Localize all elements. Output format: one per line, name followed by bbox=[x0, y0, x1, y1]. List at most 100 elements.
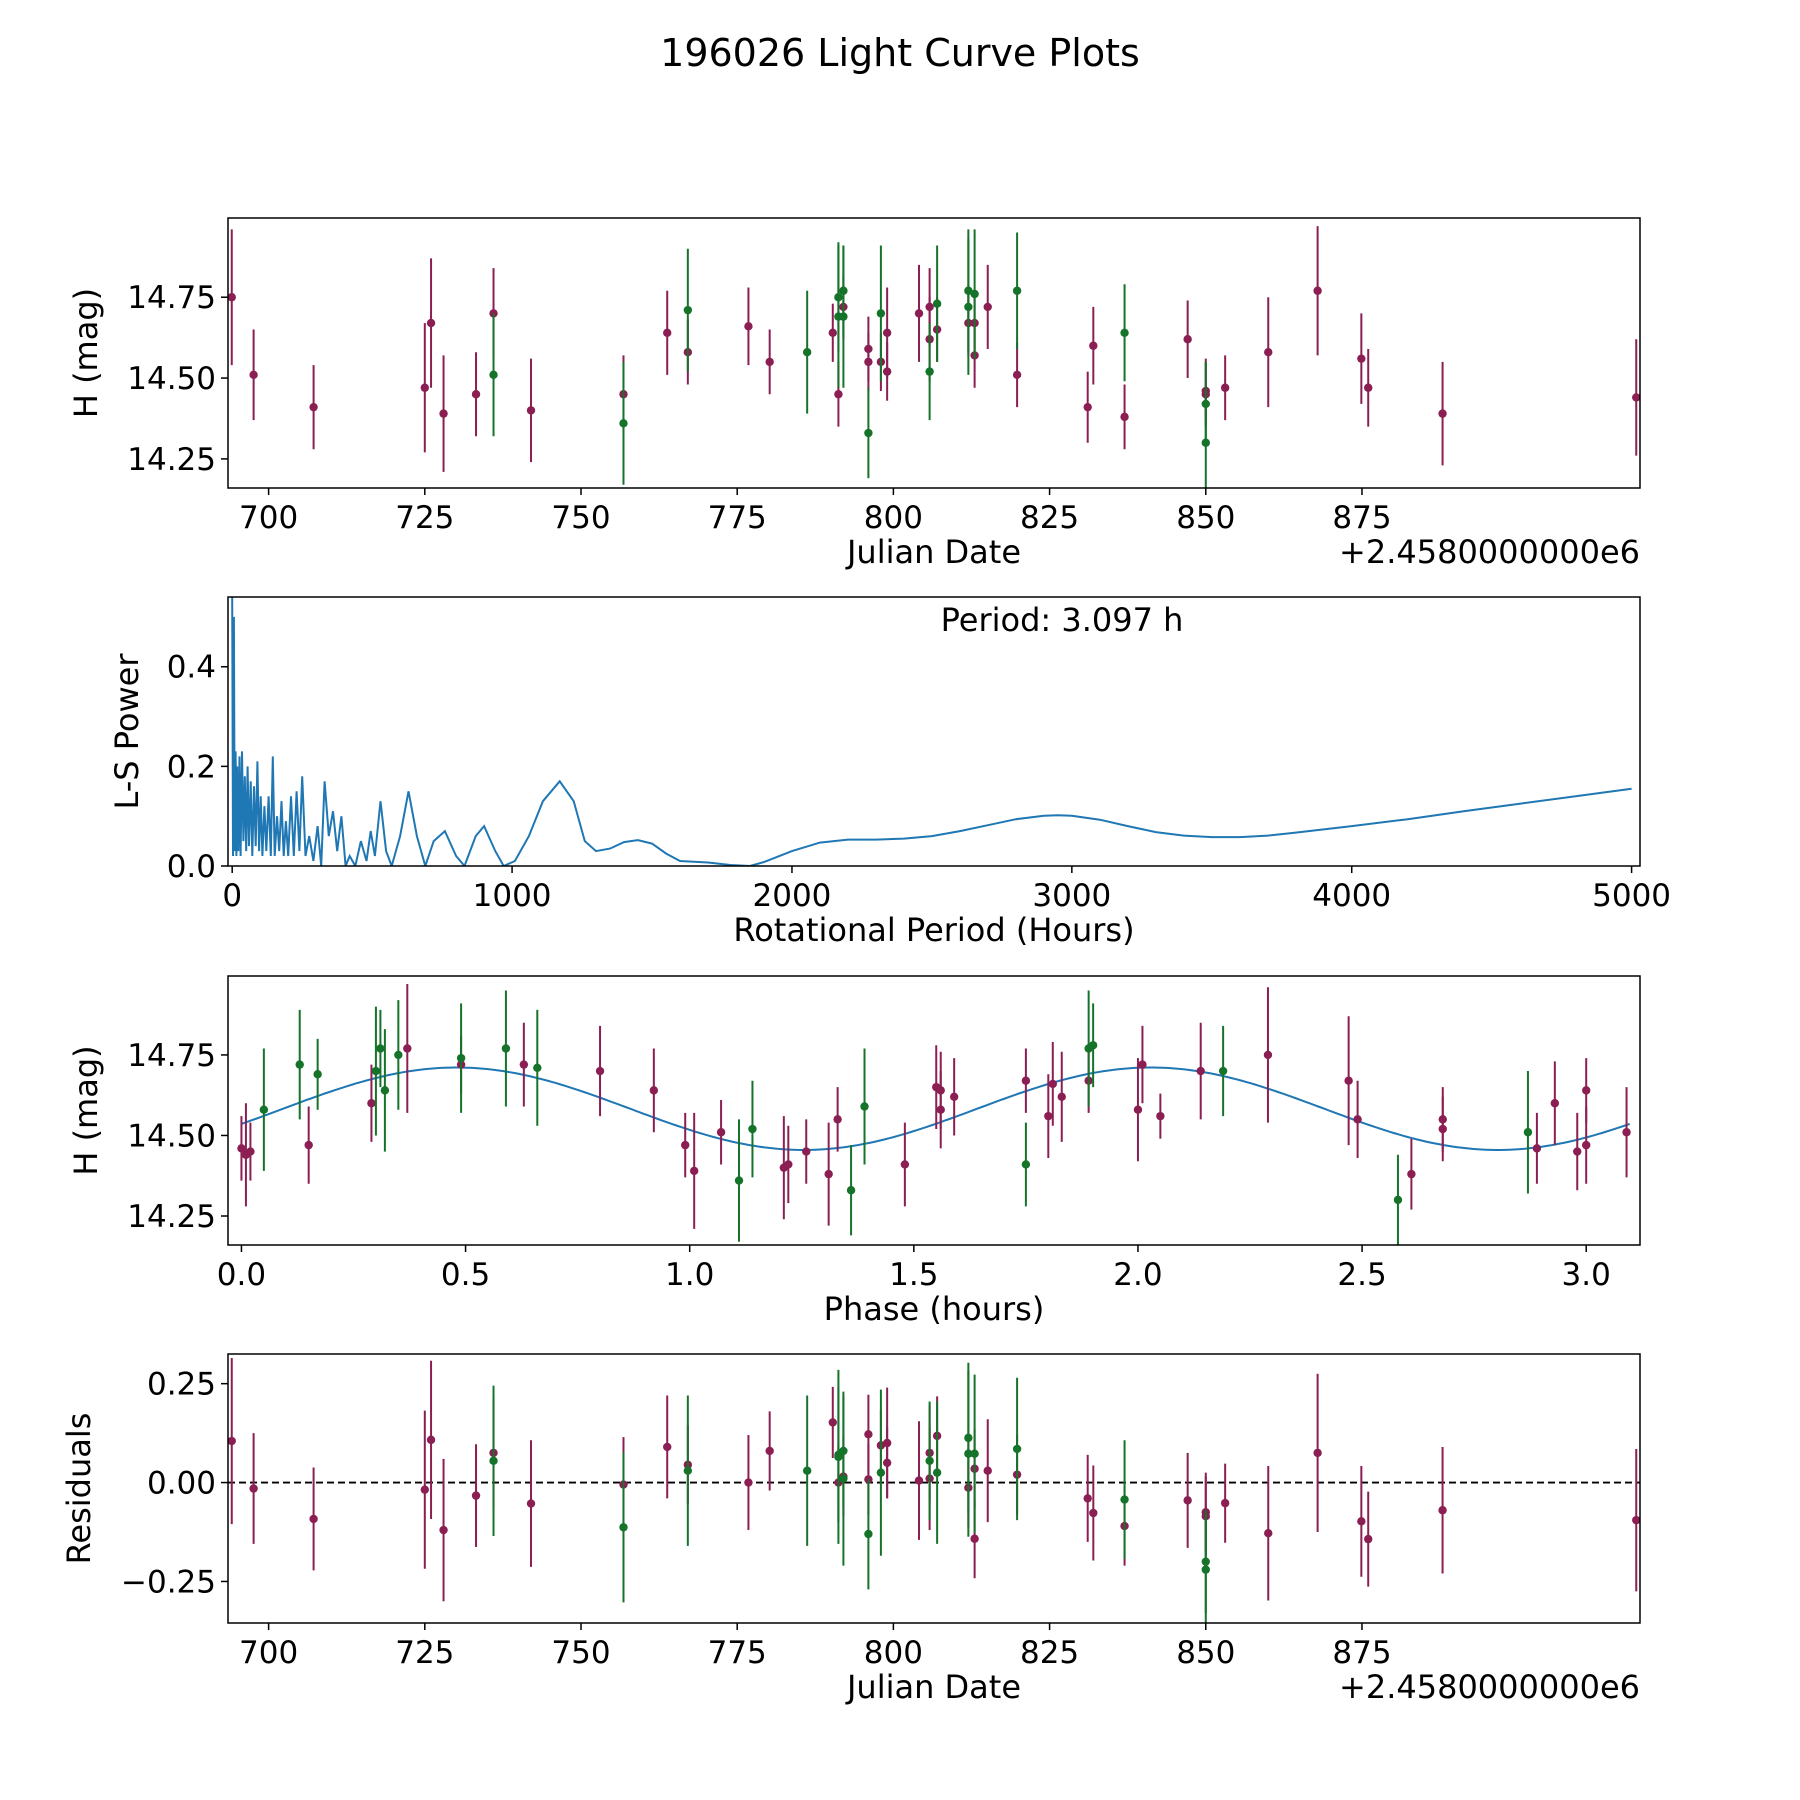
period-annotation: Period: 3.097 h bbox=[941, 601, 1184, 639]
figure-title: 196026 Light Curve Plots bbox=[660, 31, 1140, 75]
data-point bbox=[1120, 1495, 1129, 1504]
data-point bbox=[228, 1436, 236, 1446]
y-tick-label: 0.25 bbox=[147, 1367, 216, 1403]
data-point bbox=[925, 367, 934, 376]
data-point bbox=[1364, 1534, 1373, 1544]
data-point bbox=[1263, 1050, 1273, 1060]
data-point bbox=[864, 428, 873, 438]
x-offset-text: +2.4580000000e6 bbox=[1339, 1668, 1640, 1706]
x-tick-label: 825 bbox=[1020, 500, 1079, 536]
x-tick-label: 700 bbox=[239, 1635, 298, 1671]
data-point bbox=[1344, 1076, 1353, 1085]
x-tick-label: 800 bbox=[864, 1635, 923, 1671]
data-point bbox=[1021, 1160, 1031, 1169]
y-tick-label: 14.50 bbox=[127, 361, 216, 397]
x-axis-label: Julian Date bbox=[845, 533, 1021, 571]
x-tick-label: 725 bbox=[395, 1635, 454, 1671]
data-point bbox=[426, 1435, 436, 1445]
data-point bbox=[846, 1186, 856, 1195]
data-point bbox=[1313, 1448, 1322, 1458]
data-point bbox=[1088, 1041, 1098, 1050]
data-point bbox=[828, 1418, 837, 1427]
x-tick-label: 0 bbox=[222, 878, 242, 914]
data-point bbox=[689, 1166, 699, 1176]
data-point bbox=[1523, 1128, 1533, 1137]
data-point bbox=[1196, 1066, 1205, 1076]
x-tick-label: 2.5 bbox=[1337, 1257, 1386, 1293]
data-point bbox=[833, 1115, 842, 1124]
data-point bbox=[1582, 1086, 1591, 1095]
data-point bbox=[1582, 1140, 1591, 1150]
data-point bbox=[367, 1099, 376, 1108]
data-point bbox=[1089, 341, 1098, 350]
data-point bbox=[663, 1442, 672, 1452]
axes-frame bbox=[227, 975, 1641, 1246]
y-axis-label: L-S Power bbox=[108, 653, 146, 810]
plot-area bbox=[228, 226, 1640, 488]
y-tick-label: 14.75 bbox=[127, 1038, 216, 1074]
data-point bbox=[471, 1491, 481, 1500]
x-tick-label: 0.0 bbox=[217, 1257, 266, 1293]
data-point bbox=[1201, 1565, 1210, 1574]
x-tick-label: 875 bbox=[1332, 500, 1391, 536]
data-point bbox=[426, 318, 436, 328]
data-point bbox=[914, 1476, 924, 1485]
x-tick-label: 2000 bbox=[753, 878, 832, 914]
plot-area bbox=[237, 984, 1631, 1245]
x-axis-label: Phase (hours) bbox=[824, 1290, 1045, 1328]
x-offset-text: +2.4580000000e6 bbox=[1339, 533, 1640, 571]
data-point bbox=[376, 1044, 385, 1053]
data-point bbox=[964, 1449, 973, 1458]
x-tick-label: 850 bbox=[1176, 500, 1235, 536]
data-point bbox=[748, 1124, 757, 1134]
data-point bbox=[765, 357, 774, 367]
x-axis-label: Julian Date bbox=[845, 1668, 1021, 1706]
data-point bbox=[1057, 1092, 1066, 1102]
data-point bbox=[932, 1468, 942, 1477]
data-point bbox=[1364, 383, 1373, 392]
data-point bbox=[649, 1086, 659, 1095]
data-point bbox=[882, 1458, 892, 1467]
data-point bbox=[932, 299, 942, 308]
data-point bbox=[1438, 1506, 1447, 1515]
x-tick-label: 1.5 bbox=[889, 1257, 938, 1293]
data-point bbox=[403, 1044, 412, 1053]
data-point bbox=[1120, 412, 1129, 422]
x-tick-label: 2.0 bbox=[1113, 1257, 1162, 1293]
data-point bbox=[864, 1430, 873, 1439]
data-point bbox=[1313, 286, 1322, 295]
data-point bbox=[1218, 1066, 1228, 1076]
data-point bbox=[1622, 1128, 1631, 1137]
periodogram-panel: 0 1000 2000 3000 4000 5000 0.0 0.2 0.4 Rotational… bbox=[108, 596, 1671, 949]
data-point bbox=[1407, 1169, 1416, 1179]
periodogram-line bbox=[231, 597, 1632, 866]
data-point bbox=[1532, 1144, 1542, 1153]
data-point bbox=[1201, 438, 1210, 447]
x-tick-label: 750 bbox=[551, 1635, 610, 1671]
residuals-panel: 700 725 750 775 800 825 850 875 −0.25 0.00 0.25 Jul… bbox=[60, 1353, 1641, 1706]
x-tick-label: 775 bbox=[708, 500, 767, 536]
data-point bbox=[595, 1066, 605, 1076]
data-point bbox=[228, 293, 236, 302]
data-point bbox=[1083, 1494, 1092, 1503]
data-point bbox=[744, 1478, 753, 1487]
data-point bbox=[1353, 1115, 1362, 1124]
y-axis-label: H (mag) bbox=[67, 288, 105, 418]
data-point bbox=[1550, 1099, 1560, 1108]
y-axis-label: H (mag) bbox=[67, 1045, 105, 1175]
data-point bbox=[1044, 1111, 1053, 1121]
x-tick-label: 3000 bbox=[1032, 878, 1111, 914]
data-point bbox=[1632, 1515, 1640, 1525]
data-point bbox=[1012, 370, 1022, 380]
data-point bbox=[380, 1086, 390, 1095]
data-point bbox=[1183, 1496, 1192, 1505]
data-point bbox=[1438, 1115, 1447, 1124]
data-point bbox=[744, 322, 753, 331]
data-point bbox=[1264, 1529, 1273, 1538]
data-point bbox=[802, 1466, 812, 1475]
data-point bbox=[1573, 1147, 1582, 1156]
data-point bbox=[394, 1050, 403, 1060]
data-point bbox=[1133, 1105, 1143, 1114]
data-point bbox=[683, 1466, 693, 1475]
data-point bbox=[914, 309, 924, 318]
